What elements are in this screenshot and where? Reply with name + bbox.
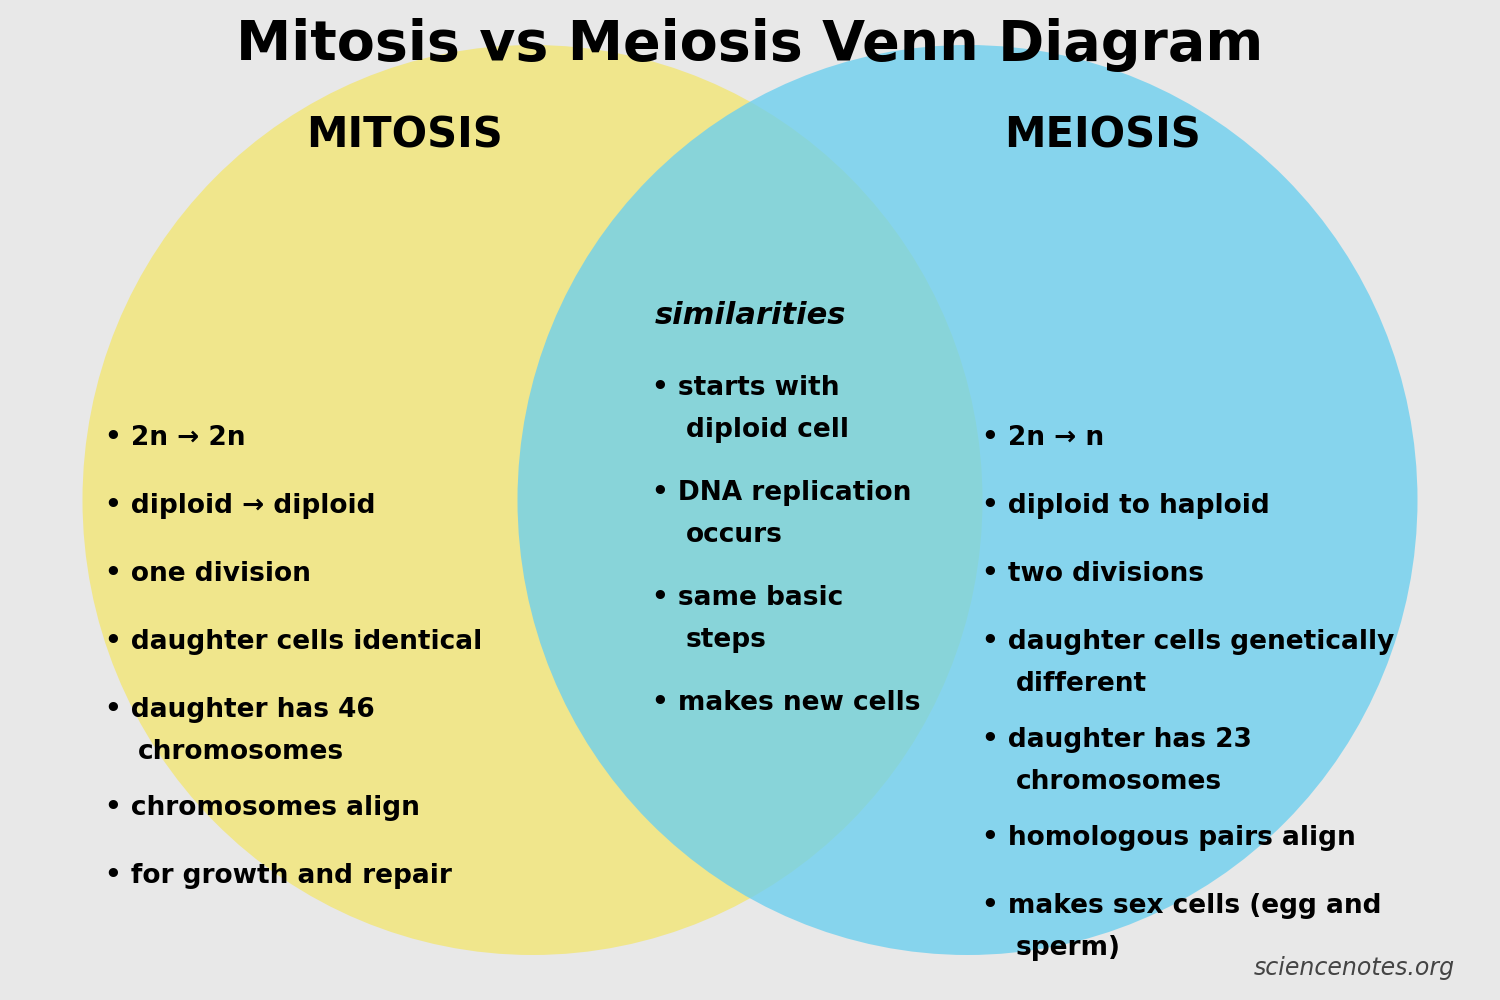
Text: steps: steps <box>686 627 766 653</box>
Text: MEIOSIS: MEIOSIS <box>1004 114 1202 156</box>
Text: sperm): sperm) <box>1016 935 1120 961</box>
Text: occurs: occurs <box>686 522 783 548</box>
Text: • DNA replication: • DNA replication <box>652 480 912 506</box>
Ellipse shape <box>82 45 982 955</box>
Text: • homologous pairs align: • homologous pairs align <box>982 825 1356 851</box>
Text: Mitosis vs Meiosis Venn Diagram: Mitosis vs Meiosis Venn Diagram <box>237 18 1263 72</box>
Text: chromosomes: chromosomes <box>138 739 344 765</box>
Text: • chromosomes align: • chromosomes align <box>105 795 420 821</box>
Text: • daughter has 46: • daughter has 46 <box>105 697 375 723</box>
Text: • one division: • one division <box>105 561 310 587</box>
Text: • same basic: • same basic <box>652 585 843 611</box>
Text: • diploid → diploid: • diploid → diploid <box>105 493 375 519</box>
Text: • daughter cells identical: • daughter cells identical <box>105 629 483 655</box>
Ellipse shape <box>518 45 1418 955</box>
Text: • for growth and repair: • for growth and repair <box>105 863 452 889</box>
Text: • daughter has 23: • daughter has 23 <box>982 727 1252 753</box>
Text: • makes new cells: • makes new cells <box>652 690 921 716</box>
Text: diploid cell: diploid cell <box>686 417 849 443</box>
Text: sciencenotes.org: sciencenotes.org <box>1254 956 1455 980</box>
Text: • starts with: • starts with <box>652 375 840 401</box>
Text: • 2n → n: • 2n → n <box>982 425 1104 451</box>
Text: • makes sex cells (egg and: • makes sex cells (egg and <box>982 893 1382 919</box>
Text: MITOSIS: MITOSIS <box>306 114 504 156</box>
Text: chromosomes: chromosomes <box>1016 769 1221 795</box>
Text: • two divisions: • two divisions <box>982 561 1204 587</box>
Text: similarities: similarities <box>654 300 846 330</box>
Text: • diploid to haploid: • diploid to haploid <box>982 493 1270 519</box>
Text: different: different <box>1016 671 1146 697</box>
Text: • daughter cells genetically: • daughter cells genetically <box>982 629 1395 655</box>
Text: • 2n → 2n: • 2n → 2n <box>105 425 246 451</box>
